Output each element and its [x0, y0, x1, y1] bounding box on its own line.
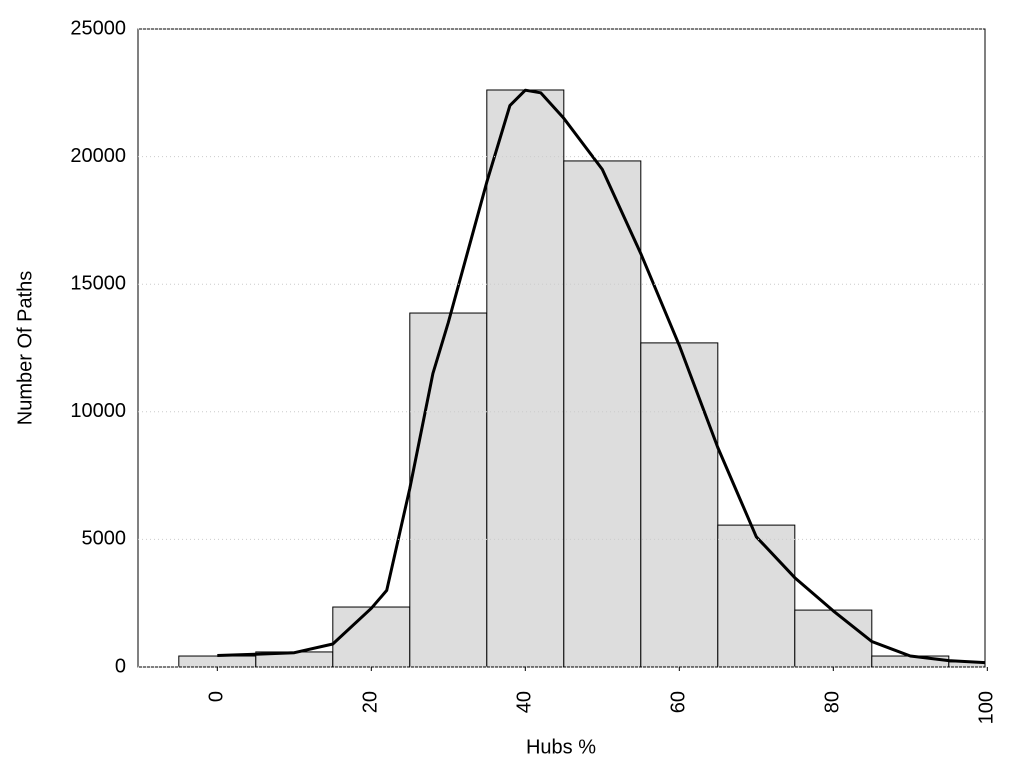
- y-tick-label: 15000: [70, 272, 126, 294]
- bar: [640, 342, 719, 667]
- y-tick-label: 0: [115, 655, 126, 677]
- bar: [409, 312, 488, 667]
- x-tick-label: 80: [822, 691, 844, 713]
- x-tick-label: 20: [360, 691, 382, 713]
- x-axis-label: Hubs %: [526, 736, 596, 758]
- density-curve: [217, 88, 985, 665]
- x-tick-label: 60: [668, 691, 690, 713]
- plot-frame: [137, 28, 986, 668]
- y-tick-label: 25000: [70, 17, 126, 39]
- bar: [948, 661, 985, 667]
- plot-area: [178, 88, 985, 667]
- bar: [563, 160, 642, 667]
- y-tick-label: 5000: [82, 528, 127, 550]
- bar: [178, 655, 257, 667]
- y-axis-label: Number Of Paths: [14, 271, 36, 426]
- y-tick-label: 20000: [70, 145, 126, 167]
- bar: [332, 606, 411, 667]
- x-tick-label: 100: [976, 691, 998, 724]
- x-tick-label: 0: [206, 691, 228, 702]
- bar: [871, 655, 950, 667]
- bar: [794, 609, 873, 667]
- x-tick-label: 40: [514, 691, 536, 713]
- bar: [486, 89, 565, 667]
- y-tick-label: 10000: [70, 400, 126, 422]
- bar: [717, 524, 796, 667]
